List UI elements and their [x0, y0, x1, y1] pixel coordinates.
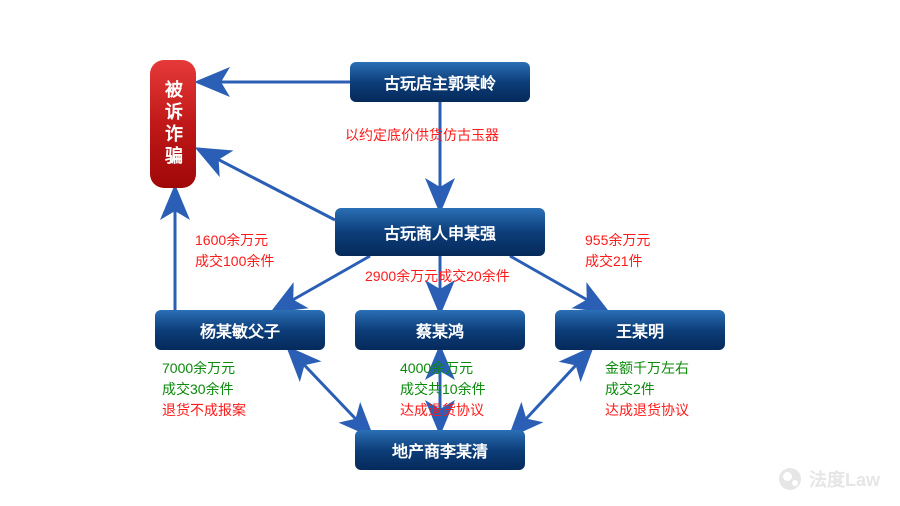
node-li: 地产商李某清 — [355, 430, 525, 470]
label-l_yang_li_1: 7000余万元 成交30余件 — [162, 358, 235, 400]
node-yang: 杨某敏父子 — [155, 310, 325, 350]
label-l_guo_shen: 以约定底价供货仿古玉器 — [345, 125, 499, 146]
label-l_wang_li_2: 达成退货协议 — [605, 400, 689, 421]
node-cai: 蔡某鸿 — [355, 310, 525, 350]
node-accused: 被诉诈骗 — [150, 60, 196, 188]
edge-yang-li — [290, 350, 370, 434]
label-l_yang_li_2: 退货不成报案 — [162, 400, 246, 421]
node-wang: 王某明 — [555, 310, 725, 350]
node-guo: 古玩店主郭某岭 — [350, 62, 530, 102]
edge-wang-li — [512, 350, 590, 434]
label-l_shen_cai: 2900余万元成交20余件 — [365, 266, 510, 287]
wechat-icon — [779, 468, 801, 490]
label-l_cai_li_2: 达成退货协议 — [400, 400, 484, 421]
label-l_shen_yang: 1600余万元 成交100余件 — [195, 230, 274, 272]
watermark-text: 法度Law — [809, 466, 880, 492]
node-shen: 古玩商人申某强 — [335, 208, 545, 256]
edge-shen-yang — [275, 256, 370, 310]
label-l_cai_li_1: 4000余万元 成交共10余件 — [400, 358, 486, 400]
label-l_shen_wang: 955余万元 成交21件 — [585, 230, 650, 272]
label-l_wang_li_1: 金额千万左右 成交2件 — [605, 358, 689, 400]
watermark: 法度Law — [779, 466, 880, 492]
edge-shen-accused — [200, 150, 335, 220]
